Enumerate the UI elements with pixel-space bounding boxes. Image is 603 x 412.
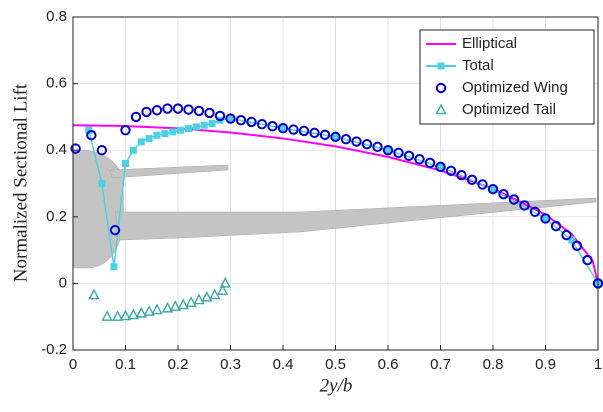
x-tick-label: 0.4 bbox=[273, 356, 294, 373]
x-tick-label: 0.7 bbox=[430, 356, 451, 373]
x-tick-label: 0.9 bbox=[535, 356, 556, 373]
y-tick-label: 0.4 bbox=[46, 141, 67, 158]
square-marker bbox=[154, 132, 161, 139]
square-marker bbox=[122, 160, 129, 167]
square-marker bbox=[130, 147, 137, 154]
square-marker bbox=[138, 138, 145, 145]
x-tick-label: 0.1 bbox=[115, 356, 136, 373]
square-marker bbox=[209, 120, 216, 127]
legend-label: Elliptical bbox=[462, 35, 517, 52]
x-tick-label: 0.8 bbox=[483, 356, 504, 373]
y-axis-label: Normalized Sectional Lift bbox=[10, 83, 31, 282]
legend-label: Optimized Wing bbox=[462, 79, 568, 96]
square-marker bbox=[98, 180, 105, 187]
x-tick-label: 0.3 bbox=[220, 356, 241, 373]
x-axis-label: 2y/b bbox=[320, 375, 353, 396]
legend-label: Optimized Tail bbox=[462, 101, 556, 118]
y-tick-label: 0.2 bbox=[46, 208, 67, 225]
square-marker bbox=[161, 130, 168, 137]
square-marker bbox=[177, 127, 184, 134]
square-marker bbox=[110, 263, 117, 270]
x-tick-label: 0.6 bbox=[378, 356, 399, 373]
square-marker bbox=[185, 125, 192, 132]
square-marker bbox=[201, 122, 208, 129]
square-marker bbox=[193, 123, 200, 130]
square-marker bbox=[438, 63, 445, 70]
y-tick-label: 0.8 bbox=[46, 8, 67, 25]
y-tick-label: -0.2 bbox=[41, 341, 67, 358]
x-tick-label: 0 bbox=[69, 356, 77, 373]
y-tick-label: 0.6 bbox=[46, 75, 67, 92]
square-marker bbox=[169, 128, 176, 135]
chart: 2y/b Normalized Sectional Lift 0 0.1 0.2 0.… bbox=[0, 0, 603, 407]
x-tick-label: 0.2 bbox=[168, 356, 189, 373]
legend-label: Total bbox=[462, 57, 494, 74]
x-tick-label: 0.5 bbox=[325, 356, 346, 373]
y-tick-label: 0 bbox=[59, 274, 67, 291]
square-marker bbox=[146, 135, 153, 142]
x-tick-label: 1 bbox=[594, 356, 602, 373]
